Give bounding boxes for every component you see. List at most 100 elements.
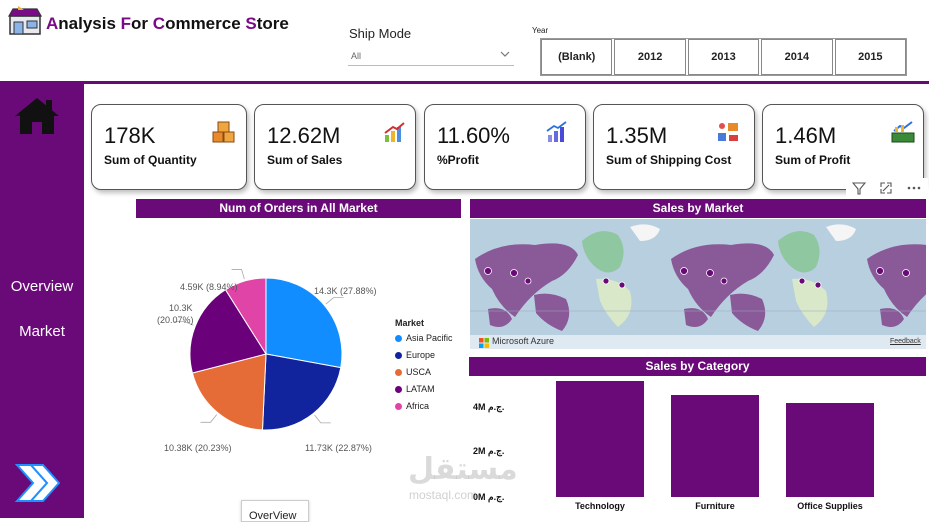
map-title: Sales by Market [470, 199, 926, 218]
kpi-value: 1.35M [606, 123, 668, 148]
legend-item-usca[interactable]: USCA [395, 367, 453, 377]
chevron-down-icon [500, 51, 510, 57]
home-icon[interactable] [13, 96, 61, 136]
kpi-value: 11.60% [437, 123, 510, 148]
sales-map[interactable] [470, 219, 926, 349]
legend-marker [395, 368, 402, 376]
year-button-2014[interactable]: 2014 [761, 39, 833, 75]
kpi-card-sales[interactable]: 12.62M Sum of Sales [254, 104, 416, 190]
double-chevron-right-icon[interactable] [14, 462, 60, 504]
pie-legend: Asia Pacific Europe USCA LATAM Africa [395, 333, 453, 411]
growth-chart-icon [546, 121, 567, 142]
ship-mode-value: All [351, 51, 362, 61]
pie-slice-latam[interactable] [189, 289, 267, 374]
kpi-label: Sum of Sales [267, 153, 343, 167]
world-map-graphic [470, 224, 926, 331]
legend-item-asia-pacific[interactable]: Asia Pacific [395, 333, 453, 343]
map-footer [470, 335, 926, 350]
kpi-value: 12.62M [267, 123, 341, 148]
legend-label: Asia Pacific [406, 333, 453, 343]
bar-office-supplies[interactable] [786, 402, 874, 497]
profit-board-icon [891, 121, 915, 143]
kpi-value: 1.46M [775, 123, 837, 148]
pie-chart-title: Num of Orders in All Market [136, 199, 461, 218]
focus-mode-icon[interactable] [879, 181, 893, 195]
legend-label: Africa [406, 401, 430, 411]
pie-slice-usca[interactable] [191, 353, 267, 431]
title-part: F [120, 14, 132, 33]
pie-slice-europe[interactable] [261, 353, 342, 431]
kpi-card-profit[interactable]: 1.46M Sum of Profit [762, 104, 924, 190]
kpi-label: Sum of Quantity [104, 153, 197, 167]
kpi-label: Sum of Shipping Cost [606, 153, 732, 167]
watermark-url: mostaql.com [409, 488, 478, 502]
title-part: ommerce [165, 14, 246, 33]
legend-marker [395, 385, 402, 393]
pie-legend-title: Market [395, 318, 425, 328]
legend-item-europe[interactable]: Europe [395, 350, 453, 360]
year-button-2015[interactable]: 2015 [834, 39, 907, 75]
map-provider: Microsoft Azure [492, 336, 555, 346]
title-part: tore [256, 14, 289, 33]
kpi-card-shipping[interactable]: 1.35M Sum of Shipping Cost [593, 104, 755, 190]
kpi-label: %Profit [437, 153, 479, 167]
kpi-card-quantity[interactable]: 178K Sum of Quantity [91, 104, 247, 190]
pie-label-asia-pacific: 14.3K (27.88%) [314, 286, 377, 296]
pie-leader-line [174, 321, 194, 326]
category-bar-area: Technology Furniture Office Supplies [540, 376, 926, 518]
filter-icon[interactable] [852, 181, 866, 195]
title-part: nalysis [58, 14, 121, 33]
y-tick-2m: 2M ج.م. [473, 446, 505, 456]
legend-marker [395, 334, 402, 342]
legend-label: Europe [406, 350, 436, 360]
pie-label-africa: 4.59K (8.94%) [180, 282, 238, 292]
kpi-value: 178K [104, 123, 156, 148]
pie-chart [174, 269, 344, 431]
pie-slice-africa[interactable] [224, 277, 267, 356]
pie-leader-line [325, 297, 344, 305]
microsoft-logo-icon [479, 338, 489, 348]
year-button-2012[interactable]: 2012 [614, 39, 686, 75]
sidebar-item-overview[interactable]: Overview [10, 278, 74, 295]
sidebar [0, 84, 84, 518]
kpi-card-profit-pct[interactable]: 11.60% %Profit [424, 104, 586, 190]
more-options-icon[interactable] [906, 181, 922, 195]
x-axis-label: Furniture [695, 501, 735, 511]
kpi-label: Sum of Profit [775, 153, 851, 167]
watermark-logo: مستقل [408, 452, 518, 487]
pie-leader-line [231, 269, 245, 280]
sidebar-item-market[interactable]: Market [19, 323, 65, 340]
bar-technology[interactable] [556, 380, 644, 497]
category-chart-title: Sales by Category [469, 357, 926, 376]
ship-mode-dropdown[interactable]: All [348, 46, 514, 66]
title-part: or [131, 14, 153, 33]
pie-label-latam-1: 10.3K [169, 303, 193, 313]
pie-slice-asia-pacific[interactable] [265, 277, 343, 369]
y-tick-4m: 4M ج.م. [473, 402, 505, 412]
year-button-2013[interactable]: 2013 [687, 39, 760, 75]
bar-growth-icon [384, 122, 405, 142]
year-button-blank[interactable]: (Blank) [541, 39, 613, 75]
bar-furniture[interactable] [671, 395, 759, 497]
overview-tooltip: OverView [241, 500, 309, 522]
legend-label: USCA [406, 367, 432, 377]
legend-label: LATAM [406, 384, 435, 394]
title-part: A [46, 14, 59, 33]
y-tick-0m: 0M ج.م. [473, 492, 505, 502]
pie-label-usca: 10.38K (20.23%) [164, 443, 232, 453]
boxes-icon [212, 121, 235, 143]
x-axis-label: Technology [575, 501, 625, 511]
legend-marker [395, 351, 402, 359]
delivery-icon [718, 123, 738, 141]
legend-item-latam[interactable]: LATAM [395, 384, 453, 394]
x-axis-label: Office Supplies [797, 501, 863, 511]
year-slicer: (Blank) 2012 2013 2014 2015 [540, 38, 907, 76]
pie-leader-line [200, 414, 218, 423]
visual-toolbar [846, 178, 928, 198]
store-icon [8, 6, 42, 35]
legend-marker [395, 402, 402, 410]
legend-item-africa[interactable]: Africa [395, 401, 453, 411]
map-feedback-link[interactable]: Feedback [890, 338, 921, 345]
year-label: Year [532, 26, 549, 35]
title-part: S [245, 14, 257, 33]
